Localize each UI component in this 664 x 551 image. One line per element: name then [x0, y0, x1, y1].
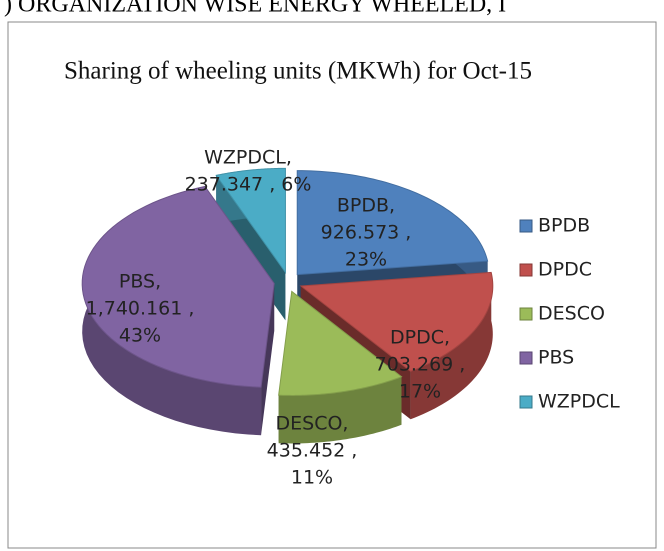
data-labels: BPDB, 926.573 , 23% DPDC, 703.269 , 17% DESCO,…: [86, 147, 466, 489]
legend: BPDB DPDC DESCO PBS WZPDCL: [519, 215, 620, 413]
data-label: WZPDCL,: [204, 147, 292, 169]
data-label: 1,740.161 ,: [86, 298, 195, 320]
data-label: 17%: [399, 381, 441, 403]
data-label: DESCO,: [276, 413, 349, 435]
slice-side: [410, 272, 493, 420]
legend-label: DESCO: [538, 303, 605, 325]
data-label: 23%: [345, 249, 387, 271]
pie-slice: [296, 170, 489, 276]
pie-slice: [81, 185, 275, 388]
legend-swatch: [519, 395, 533, 409]
data-label: 435.452 ,: [267, 440, 358, 462]
legend-swatch: [519, 219, 533, 233]
legend-label: BPDB: [538, 215, 590, 237]
slice-side: [278, 376, 402, 444]
data-label: 11%: [291, 467, 333, 489]
pie-slice: [278, 290, 403, 396]
page-heading: ) ORGANIZATION WISE ENERGY WHEELED, I: [4, 0, 506, 18]
pie-tops: [81, 167, 494, 396]
data-label: 237.347 , 6%: [185, 174, 312, 196]
data-label: PBS,: [119, 271, 161, 293]
data-label: BPDB,: [337, 195, 395, 217]
data-label: 703.269 ,: [375, 354, 466, 376]
legend-label: WZPDCL: [538, 391, 620, 413]
legend-swatch: [519, 263, 533, 277]
chart-title: Sharing of wheeling units (MKWh) for Oct…: [64, 58, 532, 85]
pie-slice: [299, 271, 494, 372]
pie-slice: [215, 167, 286, 274]
data-label: 926.573 ,: [321, 222, 412, 244]
legend-swatch: [519, 307, 533, 321]
data-label: DPDC,: [390, 327, 450, 349]
data-label: 43%: [119, 325, 161, 347]
legend-swatch: [519, 351, 533, 365]
legend-label: DPDC: [538, 259, 592, 281]
legend-label: PBS: [538, 347, 574, 369]
